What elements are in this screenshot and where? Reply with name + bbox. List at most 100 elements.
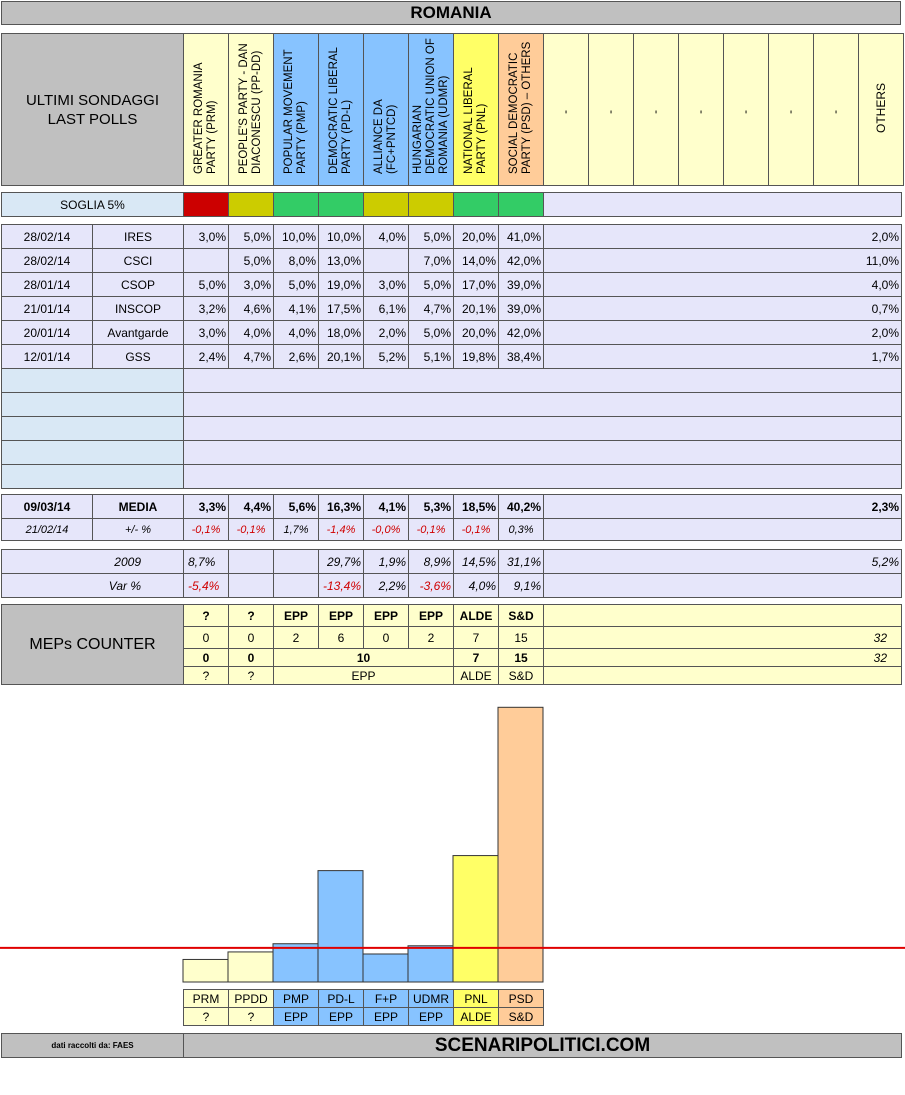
- election-value: 1,9%: [363, 549, 409, 574]
- average-value: 16,3%: [318, 494, 364, 519]
- poll-value: 8,0%: [273, 248, 319, 273]
- threshold-swatch: [318, 192, 364, 217]
- party-header-ppdd: PEOPLE'S PARTY - DAN DIACONESCU (PP-DD): [228, 33, 274, 186]
- threshold-swatch: [363, 192, 409, 217]
- variation-value: 2,2%: [363, 573, 409, 598]
- poll-row: [1, 464, 902, 489]
- party-header-prm: GREATER ROMANIA PARTY (PRM): [183, 33, 229, 186]
- poll-value: 42,0%: [498, 320, 544, 345]
- poll-value: 6,1%: [363, 296, 409, 321]
- page-title: ROMANIA: [1, 1, 901, 25]
- meps-seat-count: 7: [453, 626, 499, 649]
- poll-value: 5,2%: [363, 344, 409, 369]
- poll-value: 39,0%: [498, 296, 544, 321]
- poll-institute: CSCI: [92, 248, 184, 273]
- poll-value: 3,0%: [183, 224, 229, 249]
- poll-others: 1,7%: [543, 344, 902, 369]
- election-table: 2009 8,7% 29,7% 1,9% 8,9% 14,5% 31,1% 5,2% Var %…: [1, 549, 902, 598]
- chart-category-label: PNL: [453, 989, 499, 1008]
- footer: dati raccolti da: FAES SCENARIPOLITICI.C…: [1, 1033, 902, 1058]
- average-table: 09/03/14 MEDIA 3,3% 4,4% 5,6% 16,3% 4,1% 5,3% 18…: [1, 494, 902, 541]
- threshold-table: SOGLIA 5%: [1, 192, 902, 217]
- empty-party-header: -: [588, 33, 634, 186]
- poll-row: [1, 416, 902, 441]
- chart-group-label: EPP: [273, 1007, 319, 1026]
- poll-row: 28/01/14 CSOP 5,0% 3,0% 5,0% 19,0% 3,0% 5,0% 17,…: [1, 272, 902, 297]
- empty-party-header: -: [633, 33, 679, 186]
- poll-institute: IRES: [92, 224, 184, 249]
- poll-value: 18,0%: [318, 320, 364, 345]
- average-value: 4,4%: [228, 494, 274, 519]
- poll-value: 13,0%: [318, 248, 364, 273]
- average-row: 09/03/14 MEDIA 3,3% 4,4% 5,6% 16,3% 4,1% 5,3% 18…: [1, 494, 902, 519]
- empty-party-name: -: [784, 109, 797, 114]
- meps-seat-count: 0: [363, 626, 409, 649]
- meps-seat-count: 2: [273, 626, 319, 649]
- poll-value: 5,0%: [408, 272, 454, 297]
- source-note: dati raccolti da: FAES: [1, 1033, 184, 1058]
- election-row: 2009 8,7% 29,7% 1,9% 8,9% 14,5% 31,1% 5,2%: [1, 549, 902, 574]
- delta-value: -0,1%: [453, 518, 499, 541]
- election-value: 31,1%: [498, 549, 544, 574]
- empty-cell: [183, 392, 902, 417]
- poll-value: 4,7%: [228, 344, 274, 369]
- poll-value: 4,6%: [228, 296, 274, 321]
- poll-value: 4,0%: [273, 320, 319, 345]
- meps-seat-count: 15: [498, 626, 544, 649]
- meps-group: EPP: [363, 604, 409, 627]
- election-value: 8,9%: [408, 549, 454, 574]
- meps-aggregate-count: 10: [273, 648, 454, 667]
- chart-group-label: ALDE: [453, 1007, 499, 1026]
- average-value: 5,3%: [408, 494, 454, 519]
- poll-value: 5,0%: [273, 272, 319, 297]
- poll-value: 41,0%: [498, 224, 544, 249]
- meps-group: EPP: [318, 604, 364, 627]
- election-others: 5,2%: [543, 549, 902, 574]
- poll-others: 4,0%: [543, 272, 902, 297]
- bar-prm: [182, 958, 229, 983]
- variation-value: -13,4%: [318, 573, 364, 598]
- poll-value: 3,0%: [228, 272, 274, 297]
- variation-row: Var % -5,4% -13,4% 2,2% -3,6% 4,0% 9,1%: [1, 573, 902, 598]
- poll-value: 42,0%: [498, 248, 544, 273]
- chart-category-row: PRM PPDD PMP PD-L F+P UDMR PNL PSD: [183, 989, 544, 1008]
- election-value: 8,7%: [183, 549, 229, 574]
- empty-cell: [1, 368, 184, 393]
- meps-aggregate-count: 0: [228, 648, 274, 667]
- threshold-swatch: [273, 192, 319, 217]
- meps-group: EPP: [273, 604, 319, 627]
- party-name: HUNGARIAN DEMOCRATIC UNION OF ROMANIA (U…: [411, 38, 450, 174]
- election-value: 29,7%: [318, 549, 364, 574]
- poll-value: 5,0%: [228, 224, 274, 249]
- chart-group-row: ?? EPP EPP EPP EPP ALDE S&D: [183, 1007, 544, 1026]
- meps-aggregate-group: EPP: [273, 666, 454, 685]
- poll-value: 5,0%: [183, 272, 229, 297]
- poll-row: 28/02/14 CSCI 5,0% 8,0% 13,0% 7,0% 14,0% 42,0% 1…: [1, 248, 902, 273]
- bar-udmr: [407, 945, 454, 983]
- meps-aggregate-groups-row: ?? EPP ALDE S&D: [2, 666, 902, 685]
- variation-label: Var %: [1, 573, 184, 598]
- average-label: MEDIA: [92, 494, 184, 519]
- poll-row: 28/02/14 IRES 3,0% 5,0% 10,0% 10,0% 4,0% 5,0% 20…: [1, 224, 902, 249]
- party-header-udmr: HUNGARIAN DEMOCRATIC UNION OF ROMANIA (U…: [408, 33, 454, 186]
- poll-institute: GSS: [92, 344, 184, 369]
- party-name: PEOPLE'S PARTY - DAN DIACONESCU (PP-DD): [238, 43, 263, 174]
- meps-aggregate-group: S&D: [498, 666, 544, 685]
- variation-value: [228, 573, 274, 598]
- threshold-rest: [543, 192, 902, 217]
- bar-pnl: [452, 855, 499, 983]
- bar-pd-l: [317, 870, 364, 983]
- meps-group: EPP: [408, 604, 454, 627]
- poll-value: 5,0%: [408, 224, 454, 249]
- meps-seat-count: 6: [318, 626, 364, 649]
- average-value: 4,1%: [363, 494, 409, 519]
- meps-aggregate-count: 0: [183, 648, 229, 667]
- site-name: SCENARIPOLITICI.COM: [183, 1033, 902, 1058]
- empty-party-header: -: [543, 33, 589, 186]
- threshold-swatch: [498, 192, 544, 217]
- poll-others: 2,0%: [543, 320, 902, 345]
- others-label: OTHERS: [873, 82, 888, 133]
- party-header-pd-l: DEMOCRATIC LIBERAL PARTY (PD-L): [318, 33, 364, 186]
- variation-value: -3,6%: [408, 573, 454, 598]
- poll-value: 14,0%: [453, 248, 499, 273]
